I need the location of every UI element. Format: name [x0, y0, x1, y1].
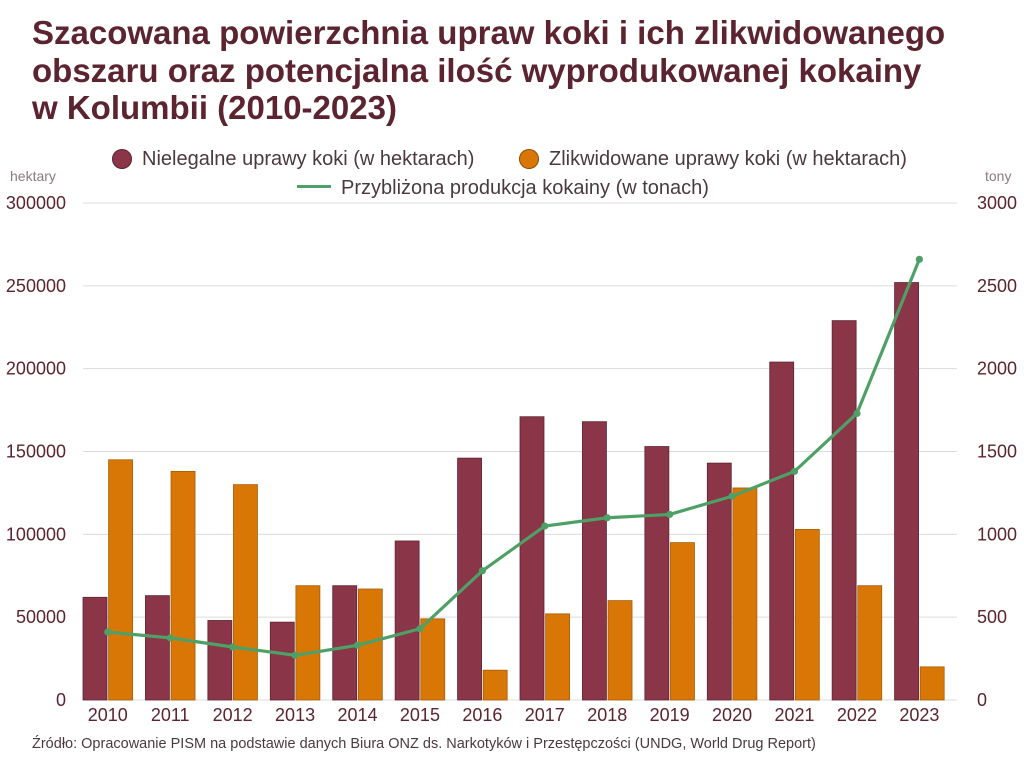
svg-text:500: 500 [977, 607, 1007, 627]
svg-text:100000: 100000 [6, 524, 66, 544]
svg-text:2014: 2014 [337, 705, 377, 725]
svg-text:2018: 2018 [587, 705, 627, 725]
svg-text:150000: 150000 [6, 442, 66, 462]
svg-text:300000: 300000 [6, 193, 66, 213]
svg-text:1500: 1500 [977, 442, 1017, 462]
svg-text:2016: 2016 [462, 705, 502, 725]
svg-text:2013: 2013 [275, 705, 315, 725]
svg-text:2015: 2015 [400, 705, 440, 725]
svg-text:250000: 250000 [6, 276, 66, 296]
svg-text:2019: 2019 [650, 705, 690, 725]
svg-text:2010: 2010 [88, 705, 128, 725]
svg-text:2000: 2000 [977, 359, 1017, 379]
svg-text:50000: 50000 [16, 607, 66, 627]
svg-text:3000: 3000 [977, 193, 1017, 213]
svg-text:0: 0 [56, 690, 66, 710]
svg-text:2011: 2011 [151, 705, 190, 725]
svg-text:2023: 2023 [899, 705, 939, 725]
svg-text:2021: 2021 [774, 705, 814, 725]
svg-text:2017: 2017 [525, 705, 565, 725]
svg-text:2012: 2012 [213, 705, 253, 725]
svg-text:0: 0 [977, 690, 987, 710]
svg-text:2022: 2022 [837, 705, 877, 725]
svg-text:2500: 2500 [977, 276, 1017, 296]
svg-text:1000: 1000 [977, 524, 1017, 544]
svg-text:200000: 200000 [6, 359, 66, 379]
svg-text:2020: 2020 [712, 705, 752, 725]
